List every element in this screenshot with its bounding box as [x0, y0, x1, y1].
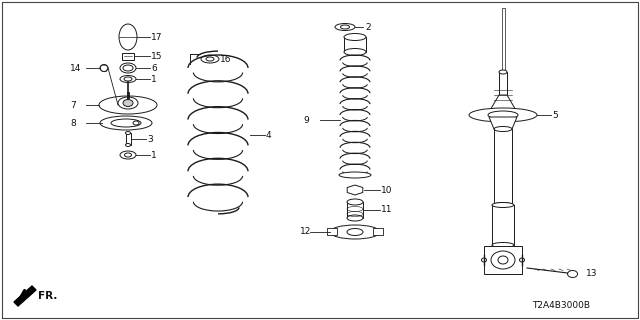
- Text: 5: 5: [552, 110, 557, 119]
- Text: 12: 12: [300, 228, 312, 236]
- Ellipse shape: [201, 55, 219, 63]
- Text: 15: 15: [151, 52, 163, 60]
- Ellipse shape: [494, 203, 512, 207]
- Polygon shape: [489, 95, 517, 112]
- Polygon shape: [327, 228, 337, 235]
- Ellipse shape: [100, 116, 152, 130]
- Polygon shape: [14, 286, 36, 306]
- Bar: [494, 129, 512, 205]
- Text: 16: 16: [220, 54, 232, 63]
- Bar: [347, 202, 363, 218]
- Ellipse shape: [347, 199, 363, 205]
- Ellipse shape: [469, 108, 537, 122]
- Polygon shape: [348, 185, 363, 195]
- Text: 2: 2: [365, 22, 371, 31]
- Text: 4: 4: [266, 131, 271, 140]
- Ellipse shape: [100, 65, 108, 71]
- Ellipse shape: [494, 126, 512, 132]
- Ellipse shape: [339, 172, 371, 178]
- Bar: [122, 52, 134, 60]
- Ellipse shape: [124, 77, 132, 81]
- Ellipse shape: [344, 34, 366, 41]
- Polygon shape: [373, 228, 383, 235]
- Ellipse shape: [125, 153, 131, 157]
- Ellipse shape: [206, 57, 214, 61]
- Ellipse shape: [125, 132, 131, 134]
- Ellipse shape: [568, 270, 577, 277]
- Text: 13: 13: [586, 269, 597, 278]
- Ellipse shape: [492, 203, 514, 207]
- Text: 14: 14: [70, 63, 81, 73]
- Ellipse shape: [520, 258, 525, 262]
- Bar: [125, 133, 131, 145]
- Ellipse shape: [123, 100, 133, 107]
- Text: 3: 3: [147, 134, 153, 143]
- Ellipse shape: [481, 258, 486, 262]
- Ellipse shape: [491, 251, 515, 269]
- Text: 10: 10: [381, 186, 392, 195]
- Ellipse shape: [123, 65, 133, 71]
- Text: 9: 9: [303, 116, 308, 124]
- Text: FR.: FR.: [38, 291, 58, 301]
- Ellipse shape: [499, 70, 507, 74]
- Ellipse shape: [118, 97, 138, 109]
- Bar: [502, 8, 504, 72]
- Text: 6: 6: [151, 63, 157, 73]
- Bar: [344, 37, 366, 52]
- Ellipse shape: [120, 151, 136, 159]
- Text: 11: 11: [381, 205, 392, 214]
- Text: 1: 1: [151, 150, 157, 159]
- Ellipse shape: [120, 76, 136, 83]
- Bar: [499, 72, 507, 95]
- Ellipse shape: [133, 121, 139, 125]
- Bar: [484, 246, 522, 274]
- Text: 1: 1: [151, 75, 157, 84]
- Polygon shape: [489, 117, 517, 129]
- Ellipse shape: [488, 111, 518, 119]
- Ellipse shape: [492, 243, 514, 247]
- Ellipse shape: [330, 225, 380, 239]
- Text: T2A4B3000B: T2A4B3000B: [532, 301, 590, 310]
- Ellipse shape: [125, 143, 131, 147]
- Text: 8: 8: [70, 118, 76, 127]
- Ellipse shape: [111, 119, 141, 127]
- Ellipse shape: [120, 63, 136, 73]
- Ellipse shape: [344, 49, 366, 55]
- Ellipse shape: [498, 256, 508, 264]
- Ellipse shape: [99, 96, 157, 114]
- Text: 17: 17: [151, 33, 163, 42]
- Ellipse shape: [335, 23, 355, 30]
- Ellipse shape: [340, 25, 349, 29]
- Bar: [492, 205, 514, 245]
- Ellipse shape: [347, 215, 363, 221]
- Text: 7: 7: [70, 100, 76, 109]
- Ellipse shape: [347, 228, 363, 236]
- Ellipse shape: [119, 24, 137, 50]
